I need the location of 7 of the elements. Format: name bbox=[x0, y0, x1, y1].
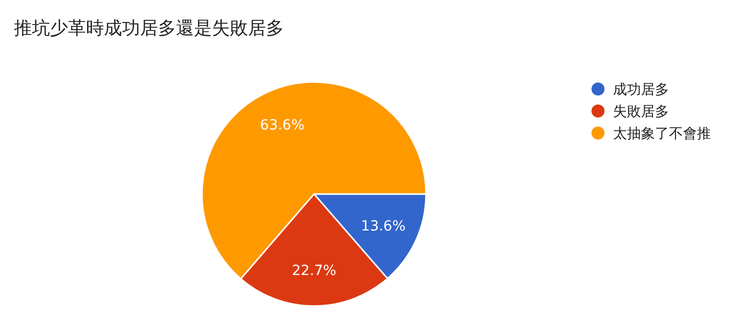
data-label: 63.6% bbox=[260, 118, 305, 134]
chart-title: 推坑少革時成功居多還是失敗居多 bbox=[14, 18, 284, 39]
legend-label: 失敗居多 bbox=[613, 104, 669, 120]
legend-label: 太抽象了不會推 bbox=[613, 126, 711, 142]
data-label: 13.6% bbox=[361, 218, 406, 235]
data-label: 22.7% bbox=[292, 263, 336, 280]
legend-label: 成功居多 bbox=[613, 82, 669, 98]
